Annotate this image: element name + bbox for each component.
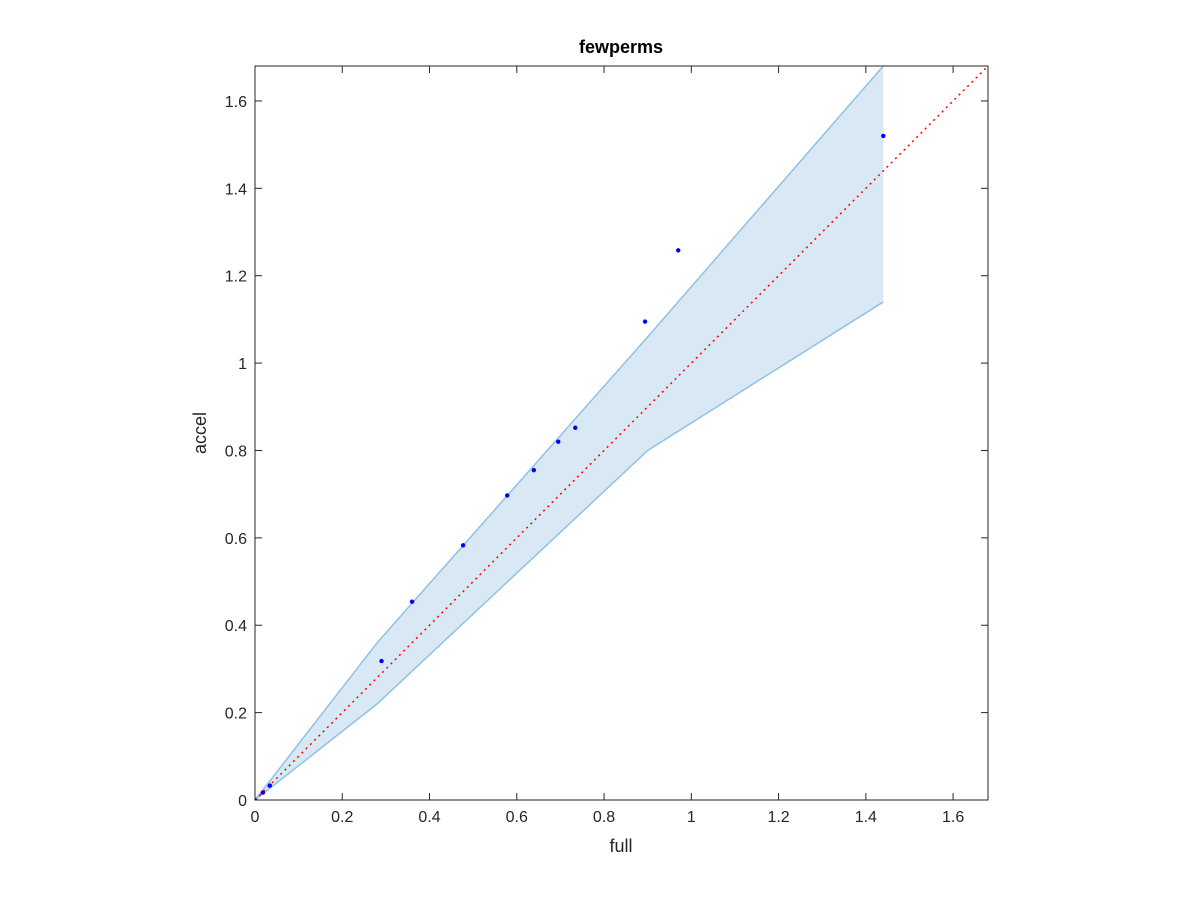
band-upper-line <box>255 66 884 800</box>
x-tick-label: 1 <box>687 809 696 826</box>
x-axis-label: full <box>609 836 632 856</box>
data-point <box>255 797 258 800</box>
data-point <box>267 783 273 788</box>
data-point <box>260 790 266 795</box>
data-point <box>573 425 578 430</box>
y-tick-label: 1.4 <box>225 181 247 198</box>
band-fill <box>255 66 884 800</box>
y-tick-label: 0.6 <box>225 531 247 548</box>
data-point <box>460 543 466 548</box>
x-tick-label: 0.6 <box>506 809 528 826</box>
data-point <box>531 467 537 473</box>
data-point <box>676 248 681 253</box>
data-point <box>556 439 561 444</box>
band-lower-line <box>255 301 884 800</box>
x-tick-label: 0 <box>251 809 260 826</box>
y-tick-label: 0.2 <box>225 706 247 723</box>
y-tick-label: 0.8 <box>225 443 247 460</box>
data-point <box>379 658 384 664</box>
plot-area <box>255 66 988 800</box>
y-tick-label: 1.2 <box>225 269 247 286</box>
y-tick-label: 0.4 <box>225 618 247 635</box>
data-point <box>409 599 415 604</box>
reference-line <box>255 66 988 800</box>
y-tick-label: 1 <box>238 356 247 373</box>
y-tick-label: 1.6 <box>225 94 247 111</box>
x-tick-label: 1.6 <box>942 809 964 826</box>
axis-ticks: 0 0.2 0.4 0.6 0.8 1 1.2 1.4 1.6 0 0.2 0.4 0.6 0.8 1 1.2… <box>225 66 988 826</box>
data-point <box>642 319 648 324</box>
x-tick-label: 0.4 <box>418 809 440 826</box>
x-tick-label: 0.2 <box>331 809 353 826</box>
data-point <box>504 493 510 498</box>
x-tick-label: 1.2 <box>767 809 789 826</box>
chart-title: fewperms <box>579 37 663 57</box>
y-tick-label: 0 <box>238 793 247 810</box>
axes-box <box>254 65 989 801</box>
y-axis-label: accel <box>190 412 210 454</box>
x-tick-label: 1.4 <box>855 809 877 826</box>
x-tick-label: 0.8 <box>593 809 615 826</box>
data-point <box>881 133 886 139</box>
